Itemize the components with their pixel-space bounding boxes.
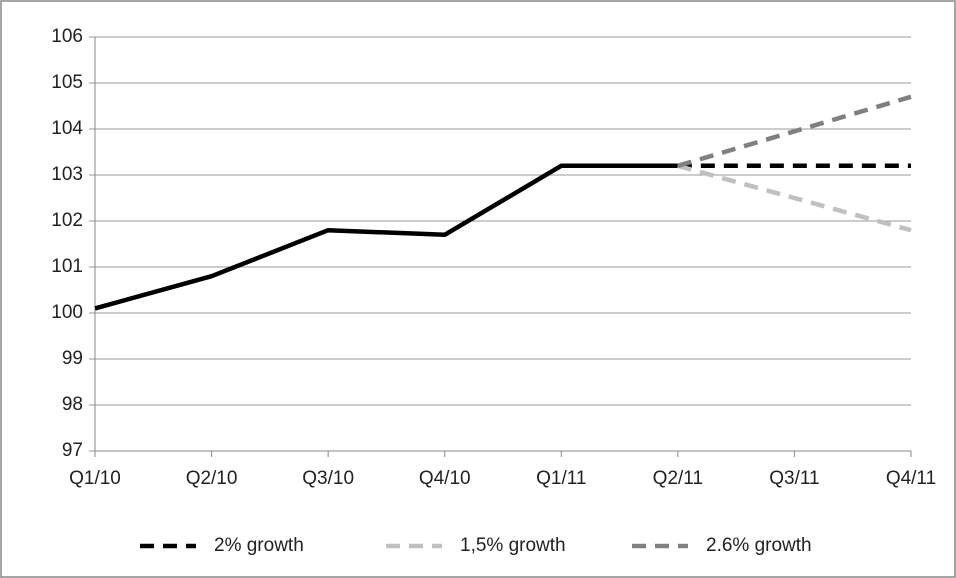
x-tick-label: Q3/10 <box>302 468 354 489</box>
x-tick-label: Q1/11 <box>536 468 586 489</box>
x-tick-label: Q1/10 <box>69 468 121 489</box>
y-tick-label: 98 <box>62 394 83 415</box>
y-tick-label: 100 <box>51 302 83 323</box>
x-tick-label: Q2/10 <box>186 468 238 489</box>
x-tick-label: Q3/11 <box>769 468 819 489</box>
x-tick-label: Q4/11 <box>886 468 936 489</box>
y-tick-label: 103 <box>51 164 83 185</box>
legend-label: 1,5% growth <box>460 535 566 556</box>
series-line <box>677 163 912 233</box>
series-line <box>677 94 912 168</box>
y-tick-label: 99 <box>62 348 83 369</box>
legend-label: 2% growth <box>214 535 304 556</box>
series-line <box>94 163 678 311</box>
x-tick-label: Q2/11 <box>653 468 703 489</box>
x-tick-label: Q4/10 <box>419 468 471 489</box>
y-tick-label: 97 <box>62 440 83 461</box>
y-tick-label: 105 <box>51 72 83 93</box>
legend-label: 2.6% growth <box>706 535 812 556</box>
y-tick-label: 104 <box>51 118 83 139</box>
y-tick-label: 106 <box>51 26 83 47</box>
y-tick-label: 101 <box>51 256 83 277</box>
y-tick-label: 102 <box>51 210 83 231</box>
